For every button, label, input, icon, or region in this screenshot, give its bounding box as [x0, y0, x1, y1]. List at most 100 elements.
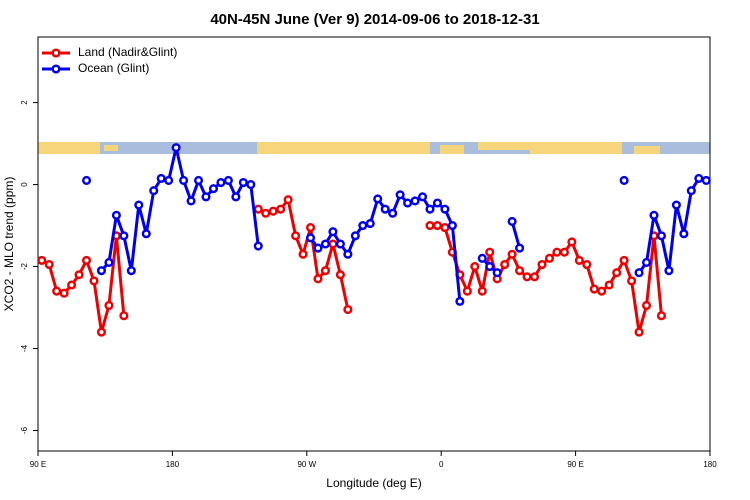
data-point — [574, 255, 584, 265]
land-band — [634, 146, 660, 154]
x-tick-label: 180 — [166, 460, 180, 469]
chart-title: 40N-45N June (Ver 9) 2014-09-06 to 2018-… — [210, 11, 539, 28]
x-tick-label: 0 — [439, 460, 444, 469]
data-point — [298, 249, 308, 259]
land-band — [440, 145, 464, 154]
data-point — [500, 259, 510, 270]
data-point — [350, 231, 360, 241]
data-point — [582, 259, 592, 270]
data-point — [485, 261, 495, 272]
data-point — [477, 253, 487, 263]
data-point — [81, 255, 92, 265]
data-point — [365, 218, 375, 229]
y-tick-label: -2 — [20, 262, 29, 270]
x-tick-label: 180 — [703, 460, 717, 469]
data-point — [507, 216, 517, 227]
data-point — [470, 261, 480, 272]
data-point — [141, 229, 151, 239]
data-point — [305, 233, 316, 243]
data-point — [313, 243, 323, 253]
data-point — [522, 272, 532, 282]
data-point — [238, 177, 248, 188]
data-point — [313, 274, 323, 284]
data-point — [276, 204, 286, 214]
data-point — [193, 175, 204, 186]
series-line — [41, 198, 663, 334]
data-point — [544, 253, 555, 263]
land-band — [38, 142, 100, 154]
data-point — [328, 239, 338, 249]
plot-frame — [37, 36, 711, 452]
data-point — [335, 239, 345, 249]
data-point — [641, 257, 652, 267]
data-point — [612, 268, 622, 278]
land-band — [104, 145, 118, 151]
data-point — [208, 184, 219, 194]
data-point — [455, 296, 465, 306]
data-point — [223, 175, 233, 186]
data-point — [283, 195, 293, 205]
data-point — [96, 266, 107, 276]
data-point — [380, 204, 390, 214]
data-point — [641, 300, 652, 311]
data-point — [104, 300, 114, 311]
data-point — [186, 196, 196, 206]
data-point — [679, 229, 689, 239]
data-point — [74, 270, 84, 280]
data-point — [149, 186, 159, 196]
data-point — [81, 175, 92, 186]
x-tick-label: 90 E — [30, 460, 46, 469]
y-axis-label: XCO2 - MLO trend (ppm) — [2, 177, 16, 312]
data-point — [634, 268, 644, 278]
data-point — [67, 280, 77, 290]
data-point — [671, 200, 681, 210]
data-point — [373, 194, 383, 204]
data-point — [440, 223, 450, 233]
data-point — [335, 270, 345, 280]
data-point — [89, 276, 99, 286]
data-point — [253, 204, 263, 214]
data-point — [268, 206, 278, 216]
legend-label: Ocean (Glint) — [78, 61, 149, 75]
data-point — [701, 175, 711, 186]
data-point — [664, 266, 674, 276]
legend: Land (Nadir&Glint) Ocean (Glint) — [42, 45, 177, 75]
data-point — [417, 192, 428, 202]
data-point — [432, 198, 443, 208]
data-point — [231, 192, 241, 202]
data-point — [305, 223, 316, 233]
data-point — [320, 239, 331, 249]
data-point — [656, 231, 667, 241]
data-point — [119, 311, 129, 321]
data-point — [261, 208, 271, 218]
data-point — [37, 255, 47, 265]
land-band — [530, 142, 622, 154]
x-tick-label: 90 W — [297, 460, 316, 469]
data-point — [328, 227, 338, 237]
data-point — [104, 257, 114, 267]
data-point — [59, 288, 69, 298]
data-point — [447, 221, 457, 231]
data-point — [119, 231, 129, 241]
data-point — [320, 266, 331, 276]
legend-marker — [51, 64, 61, 74]
data-point — [649, 210, 659, 220]
data-point — [462, 286, 472, 296]
data-point — [552, 247, 562, 257]
land-band — [257, 142, 430, 154]
data-point — [477, 286, 487, 296]
data-point — [656, 311, 667, 321]
data-point — [216, 177, 226, 188]
data-point — [343, 305, 353, 315]
data-point — [604, 280, 614, 290]
data-point — [425, 204, 435, 214]
data-point — [44, 259, 54, 270]
data-point — [253, 241, 263, 251]
data-point — [686, 186, 696, 196]
y-tick-label: 2 — [20, 100, 29, 105]
data-point — [619, 255, 629, 265]
x-axis-label: Longitude (deg E) — [326, 476, 421, 490]
data-point — [171, 143, 181, 153]
